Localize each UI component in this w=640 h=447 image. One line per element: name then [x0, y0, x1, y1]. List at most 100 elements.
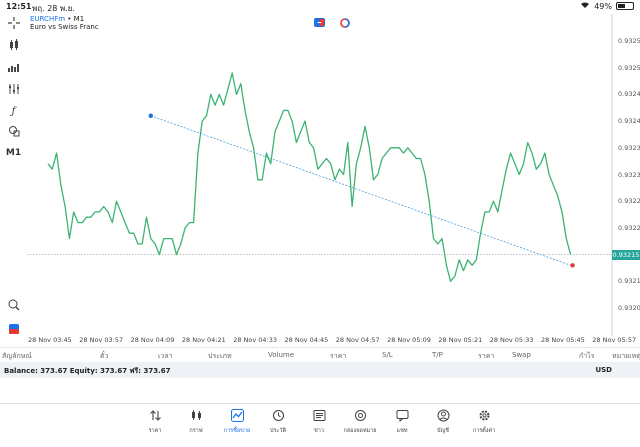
- trade-column-header[interactable]: S/L: [382, 351, 393, 359]
- objects-icon[interactable]: [5, 124, 22, 138]
- chart-timeframe: M1: [73, 15, 85, 23]
- wifi-icon: [580, 1, 590, 11]
- time-axis-tick: 28 Nov 03:45: [28, 336, 72, 344]
- balance-bar: Balance: 373.67 Equity: 373.67 ฟรี: 373.…: [0, 362, 640, 378]
- nav-item[interactable]: กล่องจดหมาย: [339, 409, 381, 435]
- nav-label: กราฟ: [189, 428, 203, 434]
- time-axis-tick: 28 Nov 04:33: [233, 336, 278, 344]
- nav-item[interactable]: ประวัติ: [257, 409, 299, 435]
- trade-column-header[interactable]: ประเภท: [208, 352, 232, 360]
- chart-description: Euro vs Swiss Franc: [30, 23, 99, 31]
- price-axis-tick: 0.93235: [618, 143, 640, 152]
- status-right: 49%: [580, 1, 634, 11]
- battery-fill: [618, 4, 625, 8]
- nav-label: กล่องจดหมาย: [343, 428, 377, 434]
- status-time: 12:51: [6, 2, 32, 11]
- current-price-tag: 0.93215: [612, 249, 640, 260]
- nav-label: ราคา: [148, 428, 162, 434]
- trade-column-header[interactable]: Volume: [268, 351, 295, 359]
- trade-column-header[interactable]: T/P: [432, 351, 443, 359]
- trend-start-marker: [148, 113, 153, 118]
- nav-item[interactable]: ราคา: [134, 409, 176, 435]
- nav-label: บัญชี: [437, 428, 449, 434]
- trend-end-marker: [570, 263, 575, 268]
- zoom-icon[interactable]: [5, 298, 22, 312]
- time-axis-tick: 28 Nov 05:21: [438, 336, 483, 344]
- settings-icon: [478, 409, 491, 427]
- nav-item[interactable]: แชท: [381, 409, 423, 435]
- candles-icon: [190, 409, 203, 427]
- nav-item[interactable]: บัญชี: [422, 409, 464, 435]
- price-axis-tick: 0.93225: [618, 197, 640, 206]
- battery-icon: [616, 2, 634, 10]
- time-axis-tick: 28 Nov 03:57: [79, 336, 124, 344]
- status-date: พฤ. 28 พ.ย.: [32, 4, 75, 13]
- nav-label: การซื้อขาย: [223, 428, 251, 434]
- time-axis-tick: 28 Nov 04:21: [181, 336, 226, 344]
- trade-column-header[interactable]: สัญลักษณ์: [2, 352, 32, 360]
- chart-type-candles-icon[interactable]: [5, 38, 22, 52]
- news-icon: [313, 409, 326, 427]
- chart-timeframe-sep: •: [67, 15, 72, 23]
- nav-item[interactable]: ข่าว: [298, 409, 340, 435]
- time-axis-tick: 28 Nov 05:57: [592, 336, 637, 344]
- trade-column-header[interactable]: กำไร: [579, 352, 595, 360]
- indicators-icon[interactable]: [5, 60, 22, 74]
- trade-chart-icon: [230, 409, 244, 427]
- history-icon: [272, 409, 285, 427]
- nav-label: การตั้งค่า: [472, 428, 496, 434]
- balance-text: Balance: 373.67 Equity: 373.67 ฟรี: 373.…: [4, 367, 171, 375]
- time-axis-tick: 28 Nov 04:57: [335, 336, 380, 344]
- mail-icon: [354, 409, 367, 427]
- trade-column-header[interactable]: ราคา: [478, 352, 495, 360]
- trade-column-header[interactable]: ตั๋ว: [100, 352, 109, 360]
- timeframe-button[interactable]: M1: [5, 148, 22, 158]
- chart-symbol-name: EURCHFm: [30, 15, 66, 23]
- trade-column-header[interactable]: Swap: [512, 351, 531, 359]
- time-axis-tick: 28 Nov 04:09: [130, 336, 175, 344]
- arrows-updown-icon: [149, 409, 162, 427]
- nav-label: ประวัติ: [269, 428, 287, 434]
- time-axis-tick: 28 Nov 05:45: [541, 336, 585, 344]
- nav-item[interactable]: การตั้งค่า: [463, 409, 505, 435]
- price-axis-tick: 0.93255: [618, 37, 640, 45]
- trade-column-header[interactable]: เวลา: [158, 352, 173, 360]
- price-axis-tick: 0.93245: [618, 90, 640, 99]
- price-series-line: [47, 72, 572, 282]
- nav-label: ข่าว: [314, 428, 324, 434]
- nav-item[interactable]: การซื้อขาย: [216, 409, 258, 435]
- chart-quick-buttons: [314, 17, 350, 28]
- status-bar: 12:51 พฤ. 28 พ.ย. 49%: [0, 0, 640, 14]
- account-icon: [437, 409, 450, 427]
- trade-table-header: สัญลักษณ์ ตั๋ว เวลา ประเภท Volume ราคา S/L T/P ร…: [0, 347, 640, 361]
- price-axis-tick: 0.93205: [618, 304, 640, 312]
- chart-toolbar: ƒ M1: [0, 14, 27, 344]
- time-axis-tick: 28 Nov 04:45: [284, 336, 329, 344]
- bottom-navigation: ราคา กราฟ การซื้อขาย ประวัติ ข่าว กล่องจดหมาย…: [0, 403, 640, 447]
- chart-symbol: EURCHFm • M1: [30, 15, 84, 24]
- one-click-trading-icon[interactable]: [5, 322, 22, 336]
- crosshair-icon[interactable]: [5, 16, 22, 30]
- trade-column-header[interactable]: หมายเหตุ: [612, 352, 640, 360]
- sell-buy-toggle-icon[interactable]: [314, 18, 325, 27]
- time-axis-tick: 28 Nov 05:33: [489, 336, 534, 344]
- settings-sliders-icon[interactable]: [5, 82, 22, 96]
- time-axis-tick: 28 Nov 05:09: [387, 336, 431, 344]
- function-icon[interactable]: ƒ: [11, 105, 16, 117]
- chart-area[interactable]: EURCHFm • M1 Euro vs Swiss Franc: [27, 14, 640, 336]
- depth-of-market-icon[interactable]: [339, 17, 350, 28]
- chat-icon: [396, 409, 409, 427]
- battery-percent: 49%: [594, 1, 612, 11]
- balance-currency: USD: [595, 366, 612, 374]
- nav-label: แชท: [396, 428, 408, 434]
- price-chart[interactable]: [27, 14, 640, 336]
- nav-item[interactable]: กราฟ: [175, 409, 217, 435]
- trend-line: [150, 115, 571, 266]
- trade-column-header[interactable]: ราคา: [330, 352, 347, 360]
